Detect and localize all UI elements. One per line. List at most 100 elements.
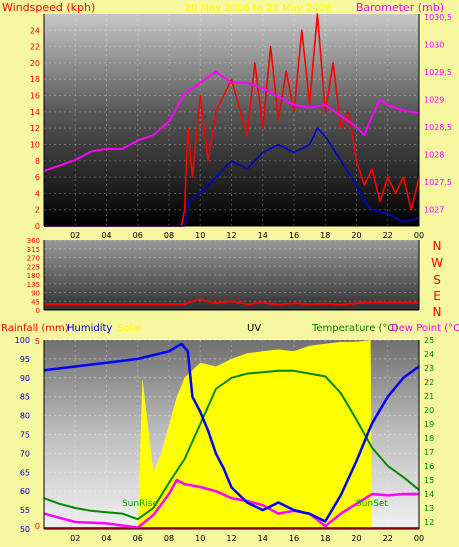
bottom-x-tick-label: 18 <box>320 534 330 543</box>
windspeed-axis-title: Windspeed (kph) <box>2 1 95 14</box>
windspeed-line <box>44 13 420 227</box>
top-x-tick-label: 00 <box>414 231 424 240</box>
bottom-x-tick-label: 00 <box>414 534 424 543</box>
dewpoint-axis-title: Dew Point (°C) <box>391 323 459 334</box>
temperature-line <box>43 369 420 521</box>
temperature-tick-label: 18 <box>424 434 434 443</box>
temperature-tick-label: 14 <box>424 490 434 499</box>
barometer-line <box>43 70 420 172</box>
barometer-tick-label: 1027,5 <box>424 178 452 187</box>
temperature-tick-label: 21 <box>424 392 434 401</box>
temperature-tick-label: 24 <box>424 350 434 359</box>
direction-tick-label: 90 <box>31 290 40 298</box>
average-wind-line <box>44 127 420 227</box>
top-x-tick-label: 22 <box>383 231 393 240</box>
compass-label-n-top: N <box>433 239 442 253</box>
direction-tick-label: 45 <box>31 298 40 306</box>
direction-tick-label: 360 <box>27 237 40 245</box>
dewpoint-line <box>43 478 419 529</box>
windspeed-tick-label: 14 <box>30 108 40 117</box>
windspeed-tick-label: 22 <box>30 43 40 52</box>
chart-title: 20 May 2006 to 21 May 2006 <box>185 3 332 14</box>
temperature-tick-label: 25 <box>424 336 434 345</box>
barometer-tick-label: 1027 <box>424 205 444 214</box>
humidity-tick-label: 50 <box>20 525 30 534</box>
windspeed-tick-label: 4 <box>35 189 40 198</box>
solar-legend-title: Solar <box>117 323 143 334</box>
bottom-x-tick-label: 06 <box>133 534 143 543</box>
bottom-x-tick-label: 12 <box>226 534 236 543</box>
temperature-tick-label: 19 <box>424 420 434 429</box>
windspeed-tick-label: 16 <box>30 92 40 101</box>
humidity-tick-label: 75 <box>20 431 30 440</box>
direction-tick-label: 180 <box>27 272 40 280</box>
top-x-tick-label: 20 <box>351 231 361 240</box>
solar-area <box>137 340 373 529</box>
temperature-tick-label: 13 <box>424 504 434 513</box>
temperature-tick-label: 23 <box>424 364 434 373</box>
barometer-tick-label: 1029 <box>424 95 444 104</box>
bottom-x-tick-label: 14 <box>258 534 268 543</box>
top-plot-area <box>44 14 419 226</box>
compass-label-s: S <box>433 273 441 287</box>
humidity-tick-label: 70 <box>20 449 30 458</box>
bottom-x-tick-label: 22 <box>383 534 393 543</box>
humidity-legend-title: Humidity <box>67 323 112 334</box>
barometer-tick-label: 1028,5 <box>424 123 452 132</box>
wind-direction-line <box>44 298 420 306</box>
sunrise-label: SunRise <box>122 499 159 509</box>
rainfall-tick-label: 0 <box>35 522 40 531</box>
direction-tick-label: 225 <box>27 263 40 271</box>
rainfall-tick-label: 5 <box>35 337 40 346</box>
humidity-tick-label: 95 <box>20 355 30 364</box>
bottom-x-tick-label: 16 <box>289 534 299 543</box>
top-x-tick-label: 08 <box>164 231 174 240</box>
compass-label-w: W <box>431 256 443 270</box>
bottom-x-tick-label: 10 <box>195 534 205 543</box>
humidity-tick-label: 60 <box>20 487 30 496</box>
bottom-x-tick-label: 02 <box>70 534 80 543</box>
humidity-tick-label: 85 <box>20 393 30 402</box>
bottom-x-tick-label: 08 <box>164 534 174 543</box>
barometer-tick-label: 1028 <box>424 150 444 159</box>
humidity-tick-label: 55 <box>20 506 30 515</box>
humidity-tick-label: 100 <box>15 336 30 345</box>
windspeed-tick-label: 8 <box>35 157 40 166</box>
top-x-tick-label: 04 <box>101 231 111 240</box>
barometer-tick-label: 1030,5 <box>424 13 452 22</box>
top-x-tick-label: 02 <box>70 231 80 240</box>
windspeed-tick-label: 20 <box>30 59 40 68</box>
temperature-tick-label: 17 <box>424 448 434 457</box>
temperature-tick-label: 22 <box>424 378 434 387</box>
windspeed-tick-label: 10 <box>30 140 40 149</box>
windspeed-tick-label: 12 <box>30 124 40 133</box>
bottom-x-tick-label: 04 <box>101 534 111 543</box>
bottom-x-tick-label: 20 <box>351 534 361 543</box>
humidity-tick-label: 80 <box>20 412 30 421</box>
middle-plot-area <box>44 240 419 310</box>
top-x-tick-label: 18 <box>320 231 330 240</box>
direction-tick-label: 270 <box>27 255 40 263</box>
windspeed-tick-label: 6 <box>35 173 40 182</box>
windspeed-tick-label: 18 <box>30 75 40 84</box>
windspeed-tick-label: 24 <box>30 26 40 35</box>
barometer-axis-title: Barometer (mb) <box>356 1 444 14</box>
temperature-tick-label: 15 <box>424 476 434 485</box>
barometer-tick-label: 1030 <box>424 40 444 49</box>
rainfall-axis-title: Rainfall (mm) <box>1 323 69 334</box>
direction-tick-label: 135 <box>27 281 40 289</box>
temperature-tick-label: 16 <box>424 462 434 471</box>
humidity-tick-label: 65 <box>20 468 30 477</box>
top-x-tick-label: 14 <box>258 231 268 240</box>
barometer-tick-label: 1029,5 <box>424 68 452 77</box>
humidity-line <box>43 342 420 523</box>
temperature-axis-title: Temperature (°C) <box>311 323 398 334</box>
temperature-tick-label: 12 <box>424 518 434 527</box>
temperature-tick-label: 20 <box>424 406 434 415</box>
sunset-label: SunSet <box>356 499 388 509</box>
uv-legend-title: UV <box>247 323 261 334</box>
windspeed-tick-label: 2 <box>35 206 40 215</box>
humidity-tick-label: 90 <box>20 374 30 383</box>
